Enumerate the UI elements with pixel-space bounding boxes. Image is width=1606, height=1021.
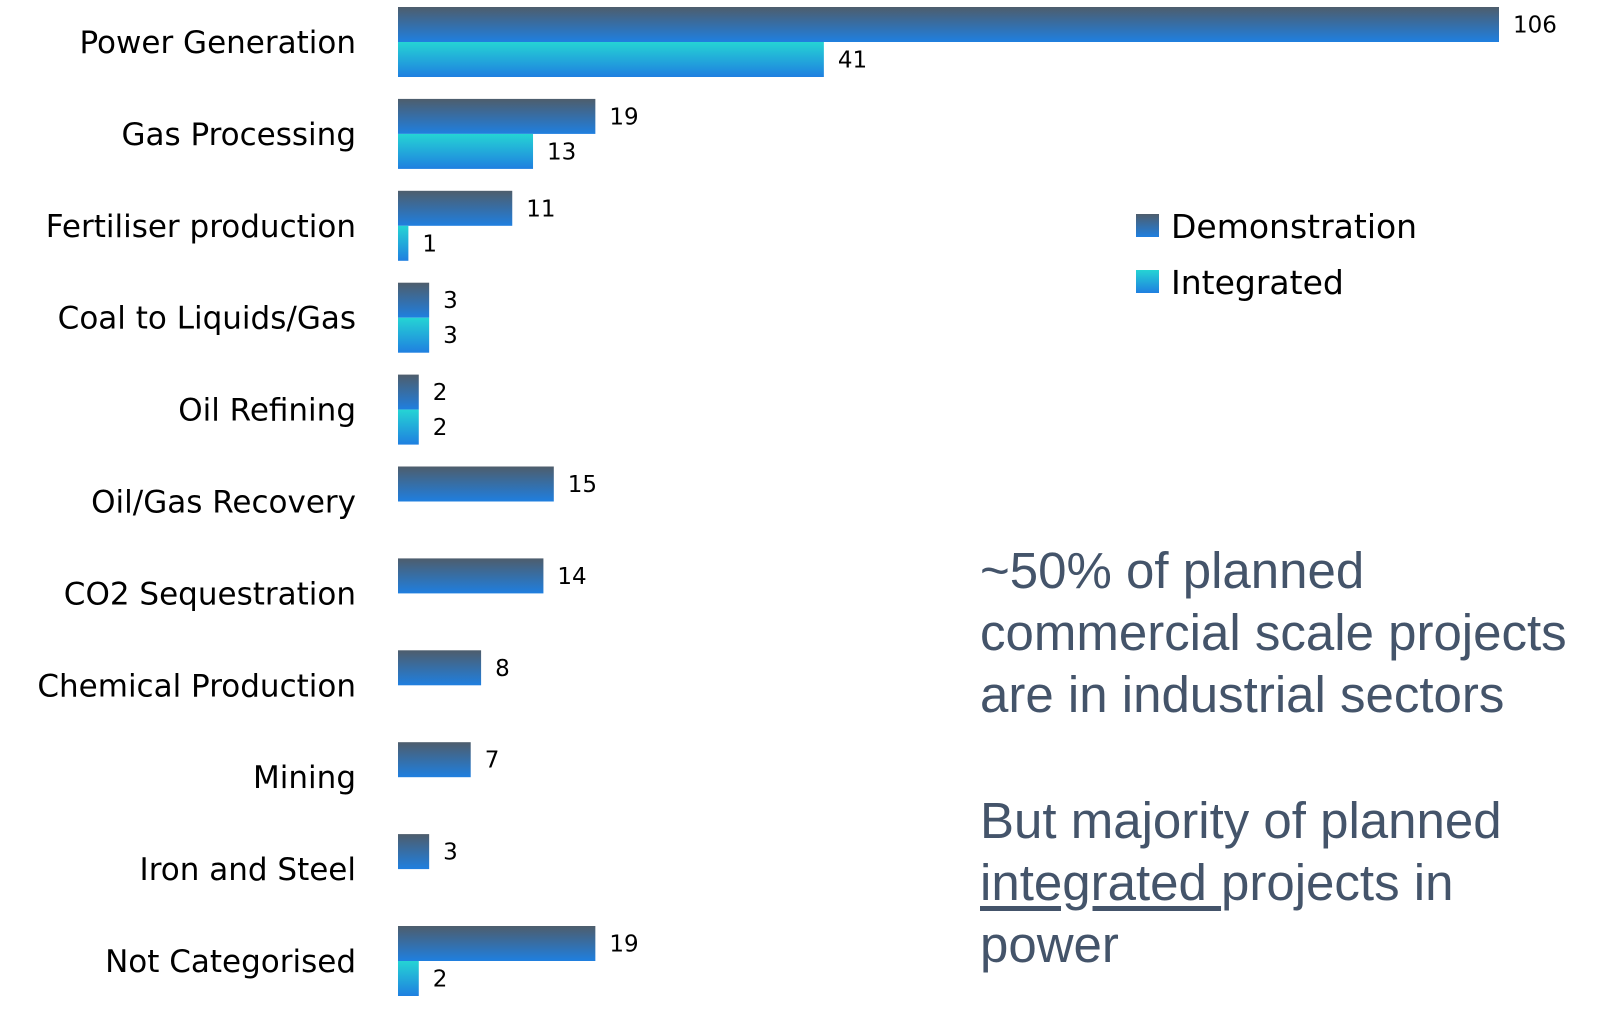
category-axis-labels: Power Generation Gas Processing Fertiliser…	[37, 25, 356, 980]
data-label: 2	[433, 380, 448, 406]
bars-group	[398, 7, 1499, 996]
category-label: CO2 Sequestration	[64, 576, 356, 612]
data-label: 106	[1513, 13, 1557, 39]
category-label: Fertiliser production	[46, 209, 356, 245]
data-label: 8	[495, 656, 510, 682]
legend-label: Integrated	[1171, 263, 1344, 302]
bar-demonstration	[398, 190, 513, 226]
legend-swatch-demonstration	[1136, 214, 1159, 237]
bar-demonstration	[398, 926, 596, 961]
legend-label: Demonstration	[1171, 207, 1417, 246]
data-label: 3	[443, 288, 458, 314]
bar-integrated	[398, 961, 419, 996]
bar-demonstration	[398, 650, 482, 686]
annotation-line: commercial scale projects	[980, 604, 1567, 661]
data-label: 14	[557, 564, 586, 590]
annotation-underlined-word: integrated	[980, 854, 1222, 911]
bar-demonstration	[398, 558, 544, 594]
bar-integrated	[398, 133, 534, 169]
legend: Demonstration Integrated	[1136, 207, 1417, 302]
bar-integrated	[398, 317, 430, 353]
annotation-line: are in industrial sectors	[980, 666, 1505, 723]
category-label: Mining	[253, 760, 356, 796]
category-label: Oil Refining	[178, 393, 356, 429]
data-label: 15	[568, 472, 597, 498]
data-label: 3	[443, 323, 458, 349]
category-label: Oil/Gas Recovery	[91, 485, 356, 521]
bar-integrated	[398, 409, 419, 445]
category-label: Iron and Steel	[140, 852, 356, 888]
data-label: 11	[526, 196, 555, 222]
category-label: Chemical Production	[37, 668, 356, 704]
data-label: 3	[443, 840, 458, 866]
data-label: 19	[609, 932, 638, 958]
category-label: Gas Processing	[121, 117, 356, 153]
annotation-line: integrated projects in	[980, 852, 1606, 914]
category-label: Coal to Liquids/Gas	[58, 301, 356, 337]
bar-demonstration	[398, 466, 554, 502]
bar-integrated	[398, 225, 409, 261]
annotation-line: power	[980, 916, 1119, 973]
data-label: 7	[485, 748, 500, 774]
data-label: 2	[433, 415, 448, 441]
data-label: 2	[433, 967, 448, 993]
data-label: 41	[838, 48, 867, 74]
data-label: 1	[422, 231, 437, 257]
bar-demonstration	[398, 282, 430, 318]
data-label: 19	[609, 104, 638, 130]
annotation-line: ~50% of planned	[980, 542, 1365, 599]
bar-demonstration	[398, 742, 471, 778]
bar-demonstration	[398, 98, 596, 134]
annotation-industrial-share: ~50% of planned commercial scale project…	[980, 540, 1606, 726]
data-label: 13	[547, 139, 576, 165]
annotation-line-rest: projects in	[1221, 854, 1454, 911]
bar-integrated	[398, 42, 824, 77]
annotation-line: But majority of planned	[980, 792, 1502, 849]
bar-demonstration	[398, 7, 1499, 42]
bar-demonstration	[398, 834, 430, 870]
category-label: Not Categorised	[105, 944, 356, 980]
category-label: Power Generation	[79, 25, 356, 61]
legend-swatch-integrated	[1136, 270, 1159, 293]
annotation-integrated-power: But majority of planned integrated proje…	[980, 790, 1606, 976]
bar-demonstration	[398, 374, 419, 410]
